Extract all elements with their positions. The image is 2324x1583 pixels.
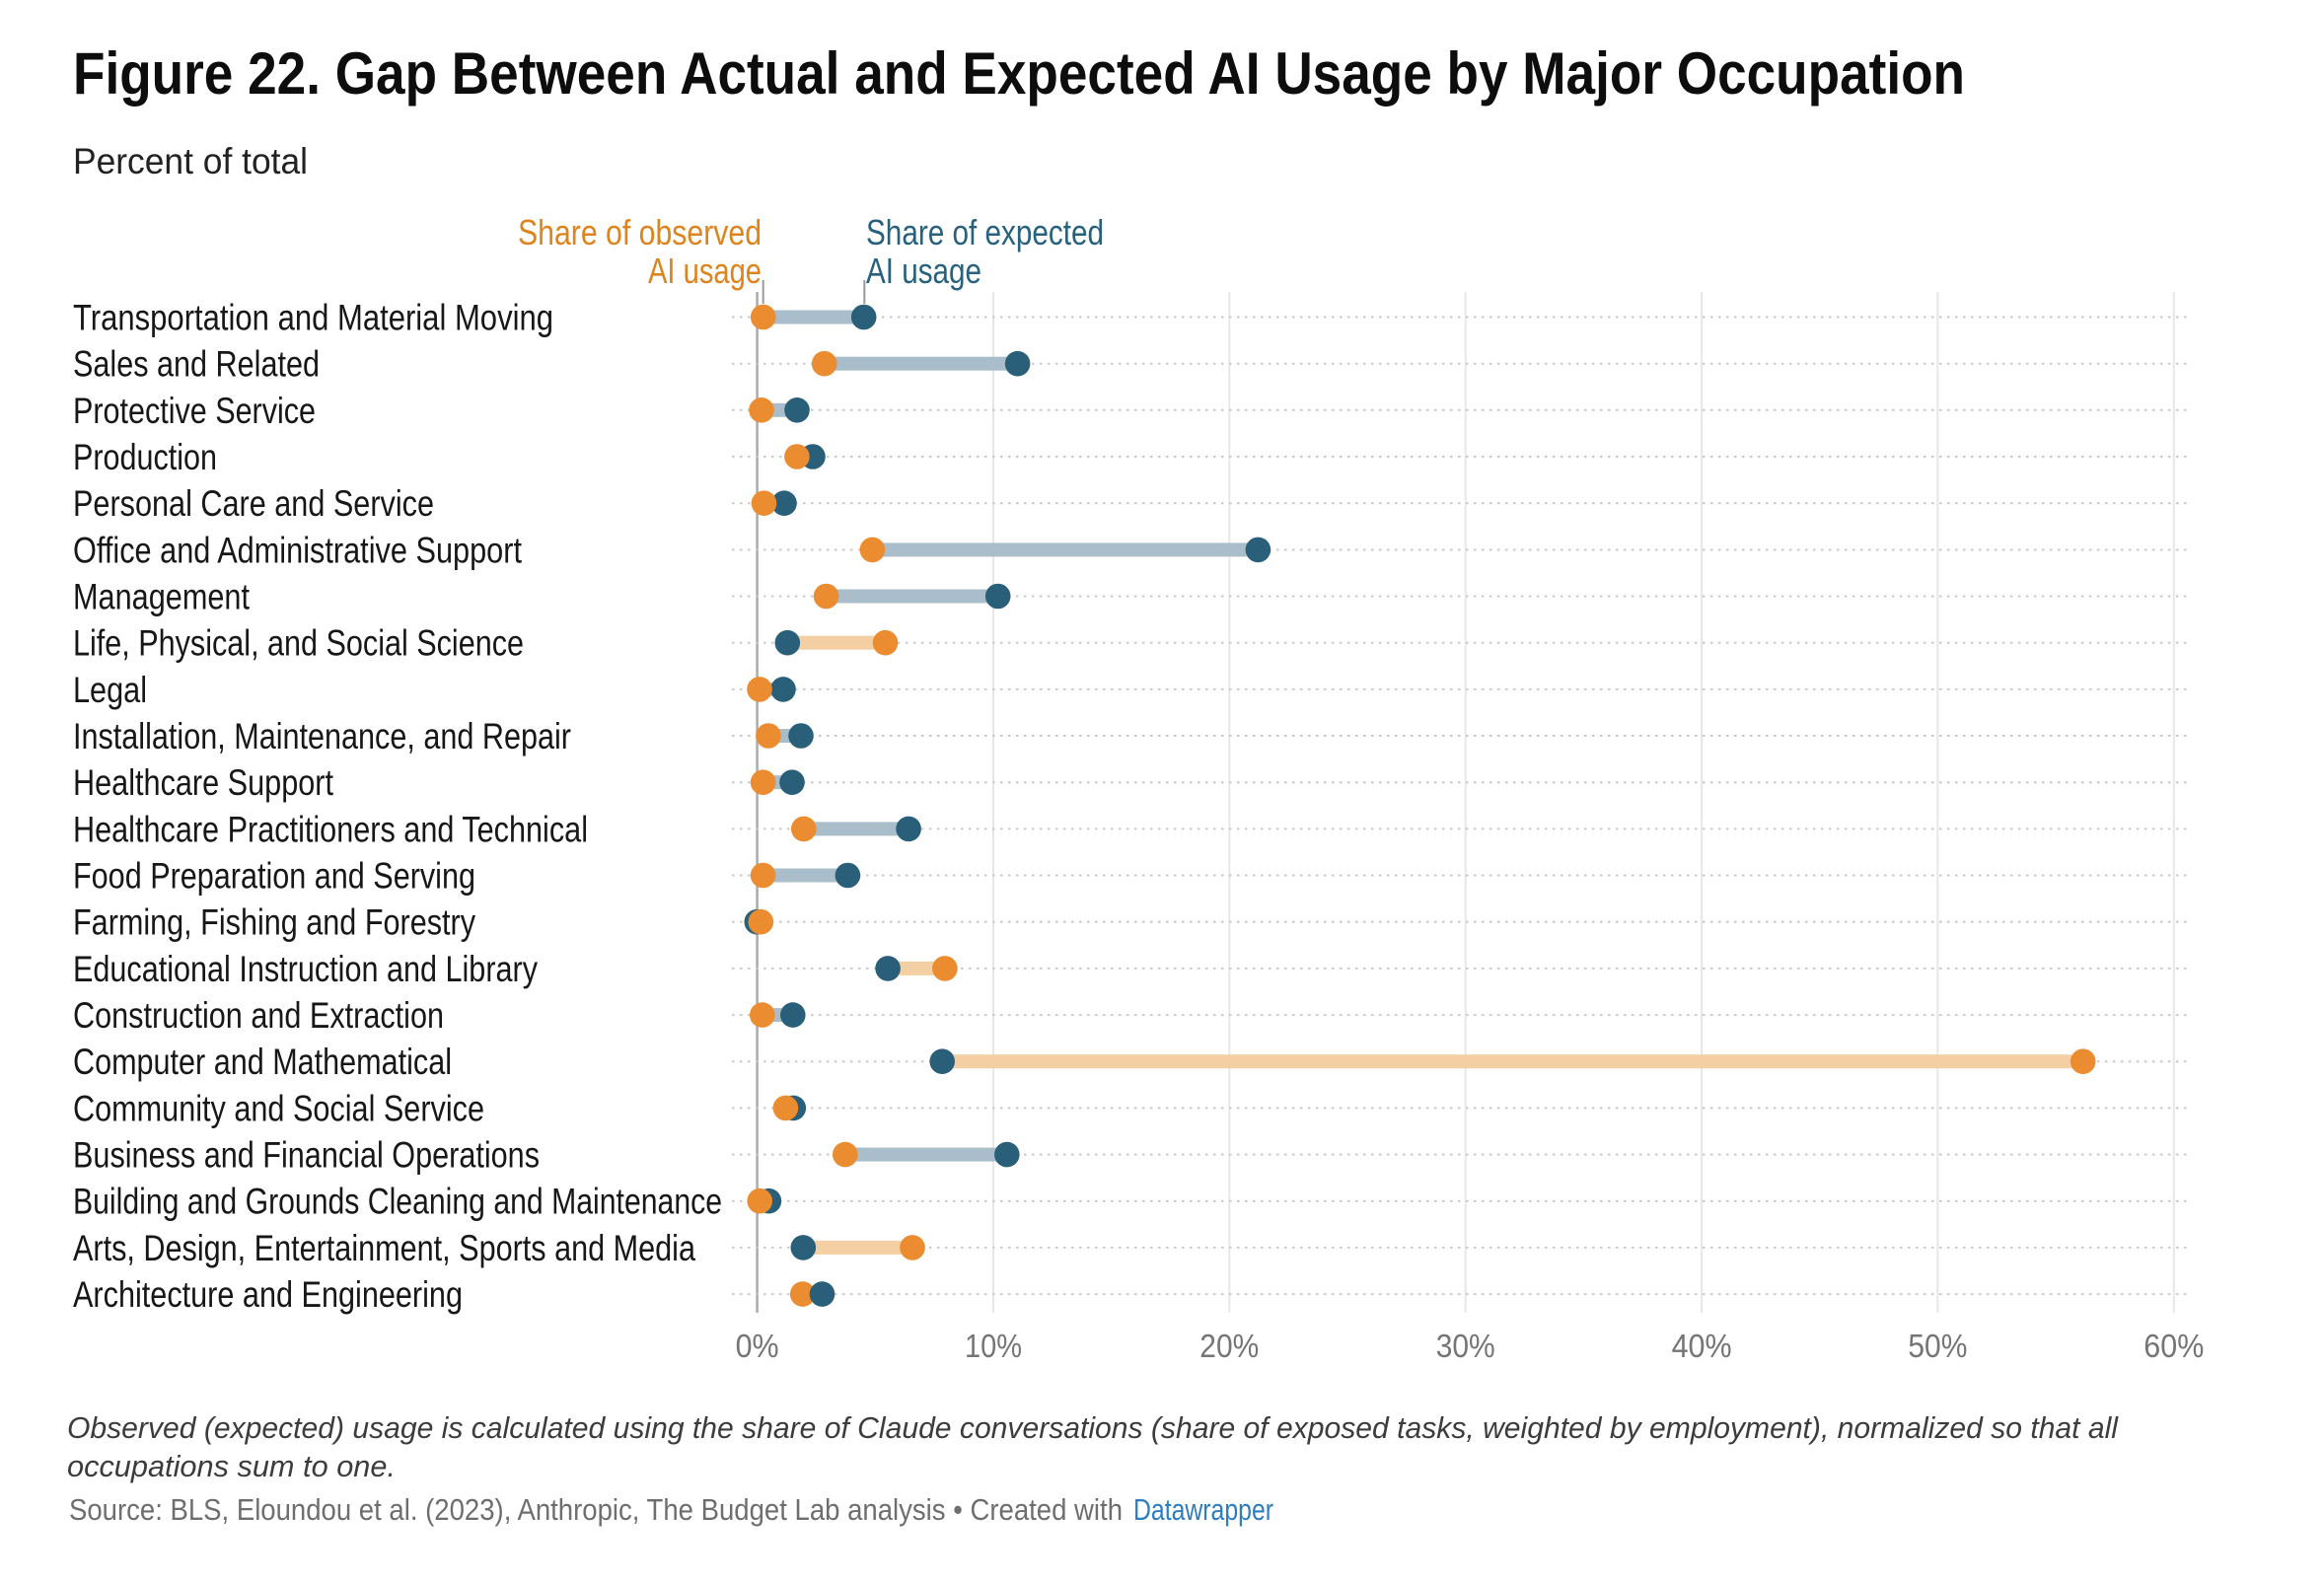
svg-text:20%: 20% [1199,1328,1259,1364]
svg-text:Percent of total: Percent of total [73,141,308,181]
svg-text:30%: 30% [1436,1328,1495,1364]
svg-text:AI usage: AI usage [648,251,762,291]
svg-text:Source: BLS, Eloundou et al. (: Source: BLS, Eloundou et al. (2023), Ant… [69,1492,1123,1527]
svg-text:Datawrapper: Datawrapper [1133,1492,1273,1527]
svg-text:Legal: Legal [73,670,147,710]
svg-text:occupations sum to one.: occupations sum to one. [67,1449,396,1483]
svg-text:40%: 40% [1672,1328,1732,1364]
svg-text:Protective Service: Protective Service [73,391,316,431]
svg-text:Observed (expected) usage is c: Observed (expected) usage is calculated … [67,1410,2119,1445]
svg-text:Production: Production [73,437,217,477]
svg-text:Building and Grounds Cleaning: Building and Grounds Cleaning and Mainte… [73,1182,722,1222]
svg-text:Healthcare Support: Healthcare Support [73,762,334,803]
svg-text:Healthcare Practitioners and T: Healthcare Practitioners and Technical [73,809,588,849]
svg-text:Management: Management [73,577,251,617]
svg-text:Sales and Related: Sales and Related [73,344,320,385]
svg-text:10%: 10% [965,1328,1022,1364]
svg-text:Transportation and Material Mo: Transportation and Material Moving [73,298,553,338]
svg-text:Installation, Maintenance, and: Installation, Maintenance, and Repair [73,716,571,756]
svg-text:Farming, Fishing and Forestry: Farming, Fishing and Forestry [73,902,475,943]
svg-text:Share of observed: Share of observed [518,212,762,252]
svg-text:Architecture and Engineering: Architecture and Engineering [73,1274,463,1315]
svg-text:0%: 0% [736,1328,779,1364]
svg-text:Business and Financial Operati: Business and Financial Operations [73,1135,540,1176]
svg-text:Computer and Mathematical: Computer and Mathematical [73,1042,452,1082]
svg-text:Food Preparation and Serving: Food Preparation and Serving [73,856,475,897]
svg-text:AI usage: AI usage [866,251,981,291]
svg-text:Arts, Design, Entertainment, S: Arts, Design, Entertainment, Sports and … [73,1228,695,1268]
svg-text:50%: 50% [1908,1328,1967,1364]
svg-text:Community and Social Service: Community and Social Service [73,1088,484,1128]
svg-text:Share of expected: Share of expected [866,212,1104,252]
svg-text:Educational Instruction and Li: Educational Instruction and Library [73,949,538,989]
svg-text:Figure 22. Gap Between Actual: Figure 22. Gap Between Actual and Expect… [73,40,1965,107]
svg-text:Office and Administrative Supp: Office and Administrative Support [73,530,523,570]
svg-text:Life, Physical, and Social Sci: Life, Physical, and Social Science [73,623,524,664]
svg-text:60%: 60% [2143,1328,2204,1364]
svg-text:Construction and Extraction: Construction and Extraction [73,995,444,1036]
svg-text:Personal Care and Service: Personal Care and Service [73,483,434,524]
